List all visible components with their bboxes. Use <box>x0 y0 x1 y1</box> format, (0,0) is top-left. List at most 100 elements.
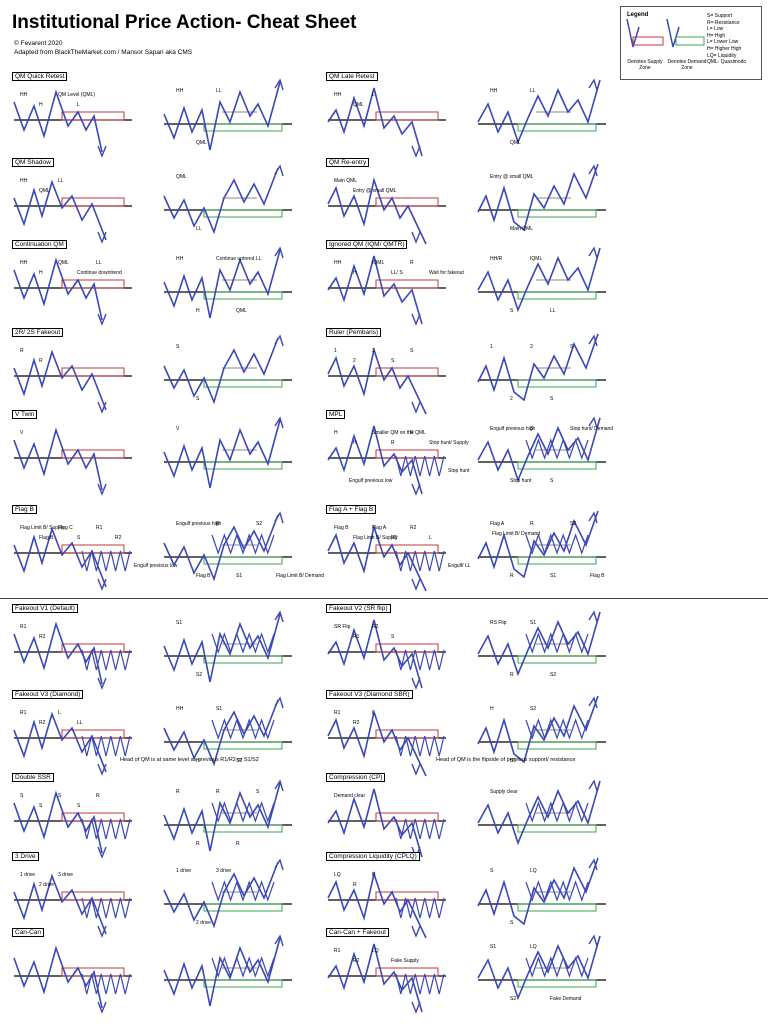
diagram-label: R2 <box>39 720 46 726</box>
pattern-label: V Twin <box>12 410 38 419</box>
diagram-label: S <box>490 868 494 874</box>
diagram-label: S2 <box>236 758 242 764</box>
diagram-label: R <box>510 672 514 678</box>
diagram-label: R2 <box>115 535 122 541</box>
diagram-label: R1 <box>20 624 27 630</box>
diagram-label: RS Flip <box>490 620 507 626</box>
pattern-section: Ruler (Pembaris) 1 2 3 S S 1 2 3 S S <box>326 328 626 415</box>
pattern-label: MPL <box>326 410 346 419</box>
diagram-label: LL <box>216 88 222 94</box>
diagram-label: R1 <box>334 710 341 716</box>
pattern-label: Flag A + Flag B <box>326 505 377 514</box>
diagram-label: R2 <box>410 525 417 531</box>
diagram-label: S <box>550 478 554 484</box>
diagram-label: IQML <box>530 256 542 262</box>
diagram-label: QML <box>39 188 50 194</box>
diagram-label: Flag B <box>39 535 54 541</box>
diagram-label: Wait for fakeout <box>429 270 464 276</box>
diagram-label: LL <box>77 720 83 726</box>
supply-diagram: Demand clear <box>327 788 446 859</box>
diagram-label: Engulf previous low <box>134 563 178 569</box>
demand-diagram: RS Flip R S1 S2 <box>477 610 606 678</box>
supply-diagram: Flag B Flag Limit B/ Supply Flag A R1 R2 L Eng… <box>327 524 471 592</box>
diagram-label: Entry @ small QML <box>353 188 397 194</box>
diagram-label: S1 <box>550 573 556 579</box>
diagram-label: R <box>391 440 395 446</box>
demand-diagram: HH QML LL <box>477 78 606 146</box>
pattern-section: Fakeout V3 (Diamond) R1 R2 L LL HH H S1 S2 <box>12 690 312 776</box>
diagram-label: R <box>176 789 180 795</box>
demand-diagram: 1 2 3 S S <box>477 333 606 402</box>
diagram-label: LL <box>96 260 102 266</box>
pattern-section: Fakeout V1 (Default) R1 R2 S1 S2 <box>12 604 312 690</box>
demand-diagram: Supply clear <box>477 779 606 846</box>
diagram-label: R <box>196 841 200 847</box>
pattern-label: Continuation QM <box>12 240 67 249</box>
legend-item: QML: Quasimodo <box>707 59 747 66</box>
pattern-label: Fakeout V3 (Diamond SBR) <box>326 690 413 699</box>
pattern-section: QM Re-entry Main QML Entry @ small QML Entr… <box>326 158 626 245</box>
diagram-label: Flag B <box>590 573 605 579</box>
diagram-label: S2 <box>196 672 202 678</box>
diagram-label: Continue uptrend <box>216 256 255 262</box>
diagram-label: QM Level (QML) <box>58 92 95 98</box>
note-diamond-sbr: Head of QM is the flipside of previous s… <box>436 757 576 763</box>
pattern-label: Ruler (Pembaris) <box>326 328 382 337</box>
diagram-label: 3 drive <box>216 868 231 874</box>
diagram-label: S <box>256 789 260 795</box>
diagram-label: L <box>77 102 80 108</box>
diagram-label: R2 <box>353 958 360 964</box>
diagram-label: LL <box>530 88 536 94</box>
pattern-label: Fakeout V1 (Default) <box>12 604 78 613</box>
demand-diagram: Entry @ small QML Main QML <box>477 163 606 232</box>
diagram-label: Stop hunt/ Demand <box>570 426 613 432</box>
pattern-section: Can-Can <box>12 928 312 1014</box>
demand-caption: Denotes Demand Zone <box>667 59 707 71</box>
demand-diagram: V <box>163 416 292 489</box>
diagram-label: S <box>196 396 200 402</box>
diagram-label: Entry @ small QML <box>490 174 534 180</box>
diagram-label: HH <box>334 92 342 98</box>
diagram-label: QML <box>196 140 207 146</box>
legend: Legend Denotes Supply Zone Denotes Deman… <box>620 6 762 80</box>
diagram-label: R1 <box>334 948 341 954</box>
diagram-label: Fake Supply <box>391 958 419 964</box>
diagram-label: R1 <box>353 634 360 640</box>
diagram-label: R <box>353 882 357 888</box>
demand-diagram: HH/R S IQML LL <box>477 246 606 314</box>
diagram-label: Smaller QM on the QML <box>372 430 426 436</box>
diagram-label: HH <box>20 260 28 266</box>
pattern-section: Can-Can + Fakeout R1 R2 LQ Fake Supply S1 S2 LQ… <box>326 928 626 1014</box>
pattern-section: 2R/ 2S Fakeout R R S S <box>12 328 312 414</box>
diagram-label: Flag Limit B/ Supply <box>353 535 398 541</box>
diagram-label: 3 <box>530 344 533 350</box>
diagram-label: H <box>39 270 43 276</box>
diagram-label: 1 drive <box>176 868 191 874</box>
page-title: Institutional Price Action- Cheat Sheet <box>12 12 357 33</box>
demand-diagram: Engulf previous high Stop hunt S S Stop hunt… <box>477 416 613 484</box>
pattern-section: 3 Drive 1 drive 2 drive 3 drive 1 drive 2 dri… <box>12 852 312 938</box>
diagram-label: S1 <box>176 620 182 626</box>
pattern-section: V Twin V V <box>12 410 312 496</box>
diagram-label: S <box>510 308 514 314</box>
diagram-label: L <box>372 710 375 716</box>
legend-item: L= Low <box>707 26 724 33</box>
demand-diagram <box>163 934 292 1007</box>
demand-diagram: 1 drive 2 drive 3 drive <box>163 858 292 929</box>
diagram-label: Flag B <box>196 573 211 579</box>
diagram-label: LQ <box>334 872 341 878</box>
pattern-label: QM Quick Retest <box>12 72 68 81</box>
diagram-label: 1 <box>490 344 493 350</box>
diagram-label: R1 <box>391 535 398 541</box>
diagram-label: 2 <box>353 358 356 364</box>
legend-items: S= Support R= Resistance L= Low H= High … <box>707 13 746 66</box>
diagram-label: H <box>39 102 43 108</box>
diagram-label: LQ <box>372 948 379 954</box>
demand-diagram: H S1 S2 <box>477 695 606 764</box>
demand-diagram: SS <box>163 334 292 405</box>
demand-diagram: S1 S2 <box>163 610 292 683</box>
diagram-label: 2 drive <box>39 882 54 888</box>
